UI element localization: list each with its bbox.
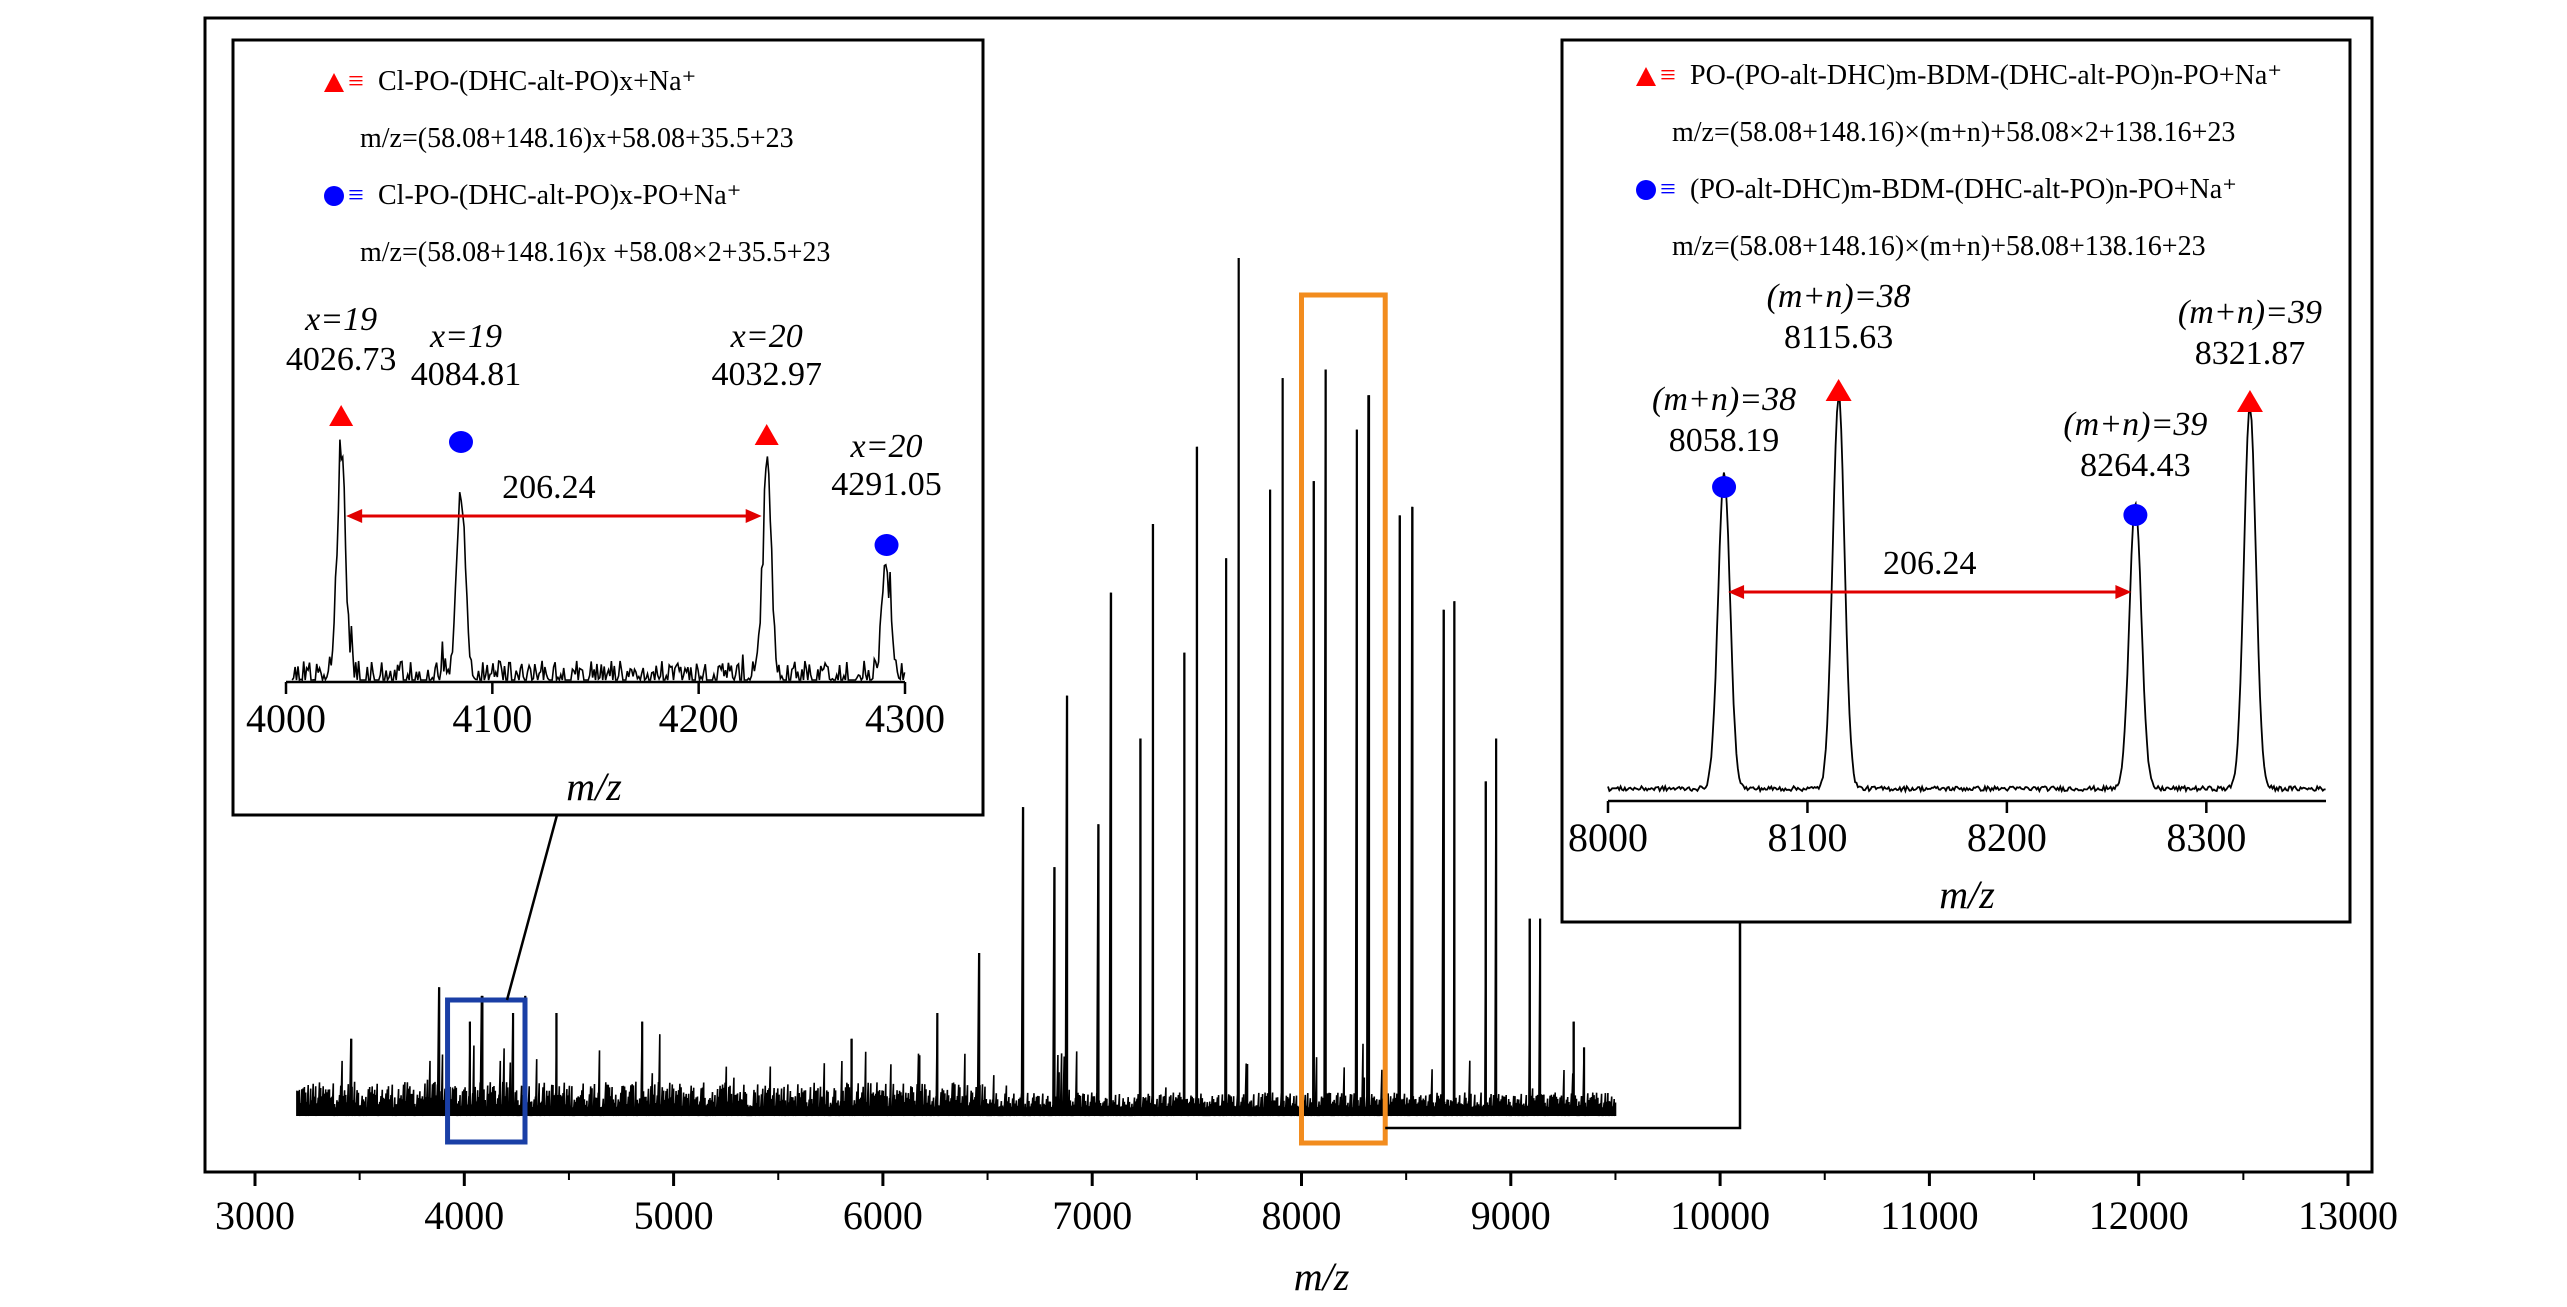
main-peak-group xyxy=(350,258,1586,1116)
peak-label-mz: 8264.43 xyxy=(2080,447,2191,484)
main-x-tick-label: 10000 xyxy=(1670,1193,1770,1238)
red-triangle-icon xyxy=(1825,379,1852,401)
arrow-head-right xyxy=(2115,585,2132,599)
main-x-tick-label: 8000 xyxy=(1262,1193,1342,1238)
peak-label-mz: 8321.87 xyxy=(2195,335,2306,372)
x-tick-label: 8100 xyxy=(1767,815,1847,860)
legend-entry: m/z=(58.08+148.16)x +58.08×2+35.5+23 xyxy=(360,237,830,268)
legend-symbol: ≡ xyxy=(1660,174,1676,205)
connector-left xyxy=(505,814,559,1001)
inset-connectors xyxy=(505,814,1742,1130)
main-x-tick-label: 11000 xyxy=(1880,1193,1979,1238)
x-tick-label: 4200 xyxy=(659,696,739,741)
main-x-tick-label: 5000 xyxy=(634,1193,714,1238)
red-triangle-icon xyxy=(329,405,354,426)
peak-label-index: (m+n)=38 xyxy=(1652,381,1796,418)
blue-circle-icon xyxy=(324,186,344,206)
peak-label-mz: 4026.73 xyxy=(286,341,397,378)
main-spectrum-trace xyxy=(296,257,1617,1117)
blue-zoom-box xyxy=(445,997,528,1145)
x-tick-label: 4100 xyxy=(452,696,532,741)
peak-label-index: x=20 xyxy=(850,428,923,465)
inset-left-trace xyxy=(291,439,906,684)
peak-label-index: (m+n)=39 xyxy=(2178,294,2322,331)
arrow-head-left xyxy=(346,509,363,523)
peak-label-index: x=20 xyxy=(730,318,803,355)
peak-label-mz: 8115.63 xyxy=(1784,319,1893,356)
peak-label-mz: 4291.05 xyxy=(831,466,942,503)
peak-label-index: (m+n)=38 xyxy=(1767,278,1911,315)
peak-label-index: x=19 xyxy=(429,318,502,355)
main-x-tick-label: 3000 xyxy=(215,1193,295,1238)
inset-left-peak-annotations: x=194026.73x=194084.81x=204032.97x=20429… xyxy=(286,301,942,556)
spacing-label: 206.24 xyxy=(502,469,596,506)
inset-right-x-axis-label: m/z xyxy=(1939,872,1995,917)
inset-right-x-axis: 8000 8100 8200 8300 xyxy=(1568,799,2326,860)
legend-entry: m/z=(58.08+148.16)×(m+n)+58.08×2+138.16+… xyxy=(1672,117,2235,148)
legend-entry: m/z=(58.08+148.16)×(m+n)+58.08+138.16+23 xyxy=(1672,231,2206,262)
red-triangle-icon xyxy=(324,73,344,92)
main-x-tick-label: 9000 xyxy=(1471,1193,1551,1238)
legend-symbol: ≡ xyxy=(348,66,364,97)
connector-right xyxy=(1385,922,1742,1130)
main-x-tick-label: 12000 xyxy=(2089,1193,2189,1238)
main-x-tick-label: 4000 xyxy=(424,1193,504,1238)
orange-zoom-box xyxy=(1299,292,1388,1146)
peak-label-mz: 8058.19 xyxy=(1669,422,1780,459)
peak-label-index: x=19 xyxy=(304,301,377,338)
blue-circle-icon xyxy=(1636,180,1656,200)
blue-circle-icon xyxy=(1712,476,1737,498)
blue-circle-icon xyxy=(874,534,899,556)
legend-symbol: ≡ xyxy=(1660,60,1676,91)
legend-entry: PO-(PO-alt-DHC)m-BDM-(DHC-alt-PO)n-PO+Na… xyxy=(1690,60,2282,91)
legend-entry: Cl-PO-(DHC-alt-PO)x+Na⁺ xyxy=(378,66,696,97)
main-x-tick-label: 13000 xyxy=(2298,1193,2398,1238)
red-triangle-icon xyxy=(754,424,779,445)
peak-label-index: (m+n)=39 xyxy=(2063,406,2207,443)
legend-entry: (PO-alt-DHC)m-BDM-(DHC-alt-PO)n-PO+Na⁺ xyxy=(1690,174,2237,205)
legend-symbol: ≡ xyxy=(348,180,364,211)
peak-label-mz: 4084.81 xyxy=(411,356,522,393)
red-triangle-icon xyxy=(1636,67,1656,86)
inset-left-x-axis: 4000 4100 4200 4300 xyxy=(246,680,945,741)
legend-entry: Cl-PO-(DHC-alt-PO)x-PO+Na⁺ xyxy=(378,180,741,211)
legend-entry: m/z=(58.08+148.16)x+58.08+35.5+23 xyxy=(360,123,794,154)
arrow-head-left xyxy=(1728,585,1745,599)
main-x-axis: 3000 4000 5000 6000 7000 8000 9000 10000 11000 12… xyxy=(215,1172,2398,1238)
main-x-axis-label: m/z xyxy=(1294,1254,1350,1299)
x-tick-label: 8200 xyxy=(1967,815,2047,860)
main-x-tick-label: 6000 xyxy=(843,1193,923,1238)
main-plot-frame xyxy=(203,16,2374,1174)
inset-right-frame xyxy=(1560,38,2352,924)
inset-left: ≡ Cl-PO-(DHC-alt-PO)x+Na⁺ m/z=(58.08+148.1… xyxy=(231,38,985,817)
inset-right-legend: ≡ PO-(PO-alt-DHC)m-BDM-(DHC-alt-PO)n-PO+N… xyxy=(1636,60,2282,262)
inset-left-x-axis-label: m/z xyxy=(566,764,622,809)
arrow-head-right xyxy=(745,509,762,523)
x-tick-label: 4000 xyxy=(246,696,326,741)
x-tick-label: 4300 xyxy=(865,696,945,741)
red-triangle-icon xyxy=(2236,390,2263,412)
x-tick-label: 8000 xyxy=(1568,815,1648,860)
spacing-label: 206.24 xyxy=(1883,545,1977,582)
inset-left-frame xyxy=(231,38,985,817)
inset-right-peak-annotations: (m+n)=38 8058.19 (m+n)=38 8115.63 (m+n)=39 82… xyxy=(1652,278,2322,599)
blue-circle-icon xyxy=(448,431,473,453)
inset-right: ≡ PO-(PO-alt-DHC)m-BDM-(DHC-alt-PO)n-PO+N… xyxy=(1560,38,2352,924)
blue-circle-icon xyxy=(2123,504,2148,526)
inset-right-trace xyxy=(1607,395,2326,794)
inset-left-legend: ≡ Cl-PO-(DHC-alt-PO)x+Na⁺ m/z=(58.08+148.1… xyxy=(324,66,830,268)
main-chart: 3000 4000 5000 6000 7000 8000 9000 10000 11000 12… xyxy=(203,16,2398,1299)
main-x-tick-label: 7000 xyxy=(1052,1193,1132,1238)
peak-label-mz: 4032.97 xyxy=(711,356,822,393)
x-tick-label: 8300 xyxy=(2166,815,2246,860)
zoom-boxes xyxy=(445,292,1388,1146)
